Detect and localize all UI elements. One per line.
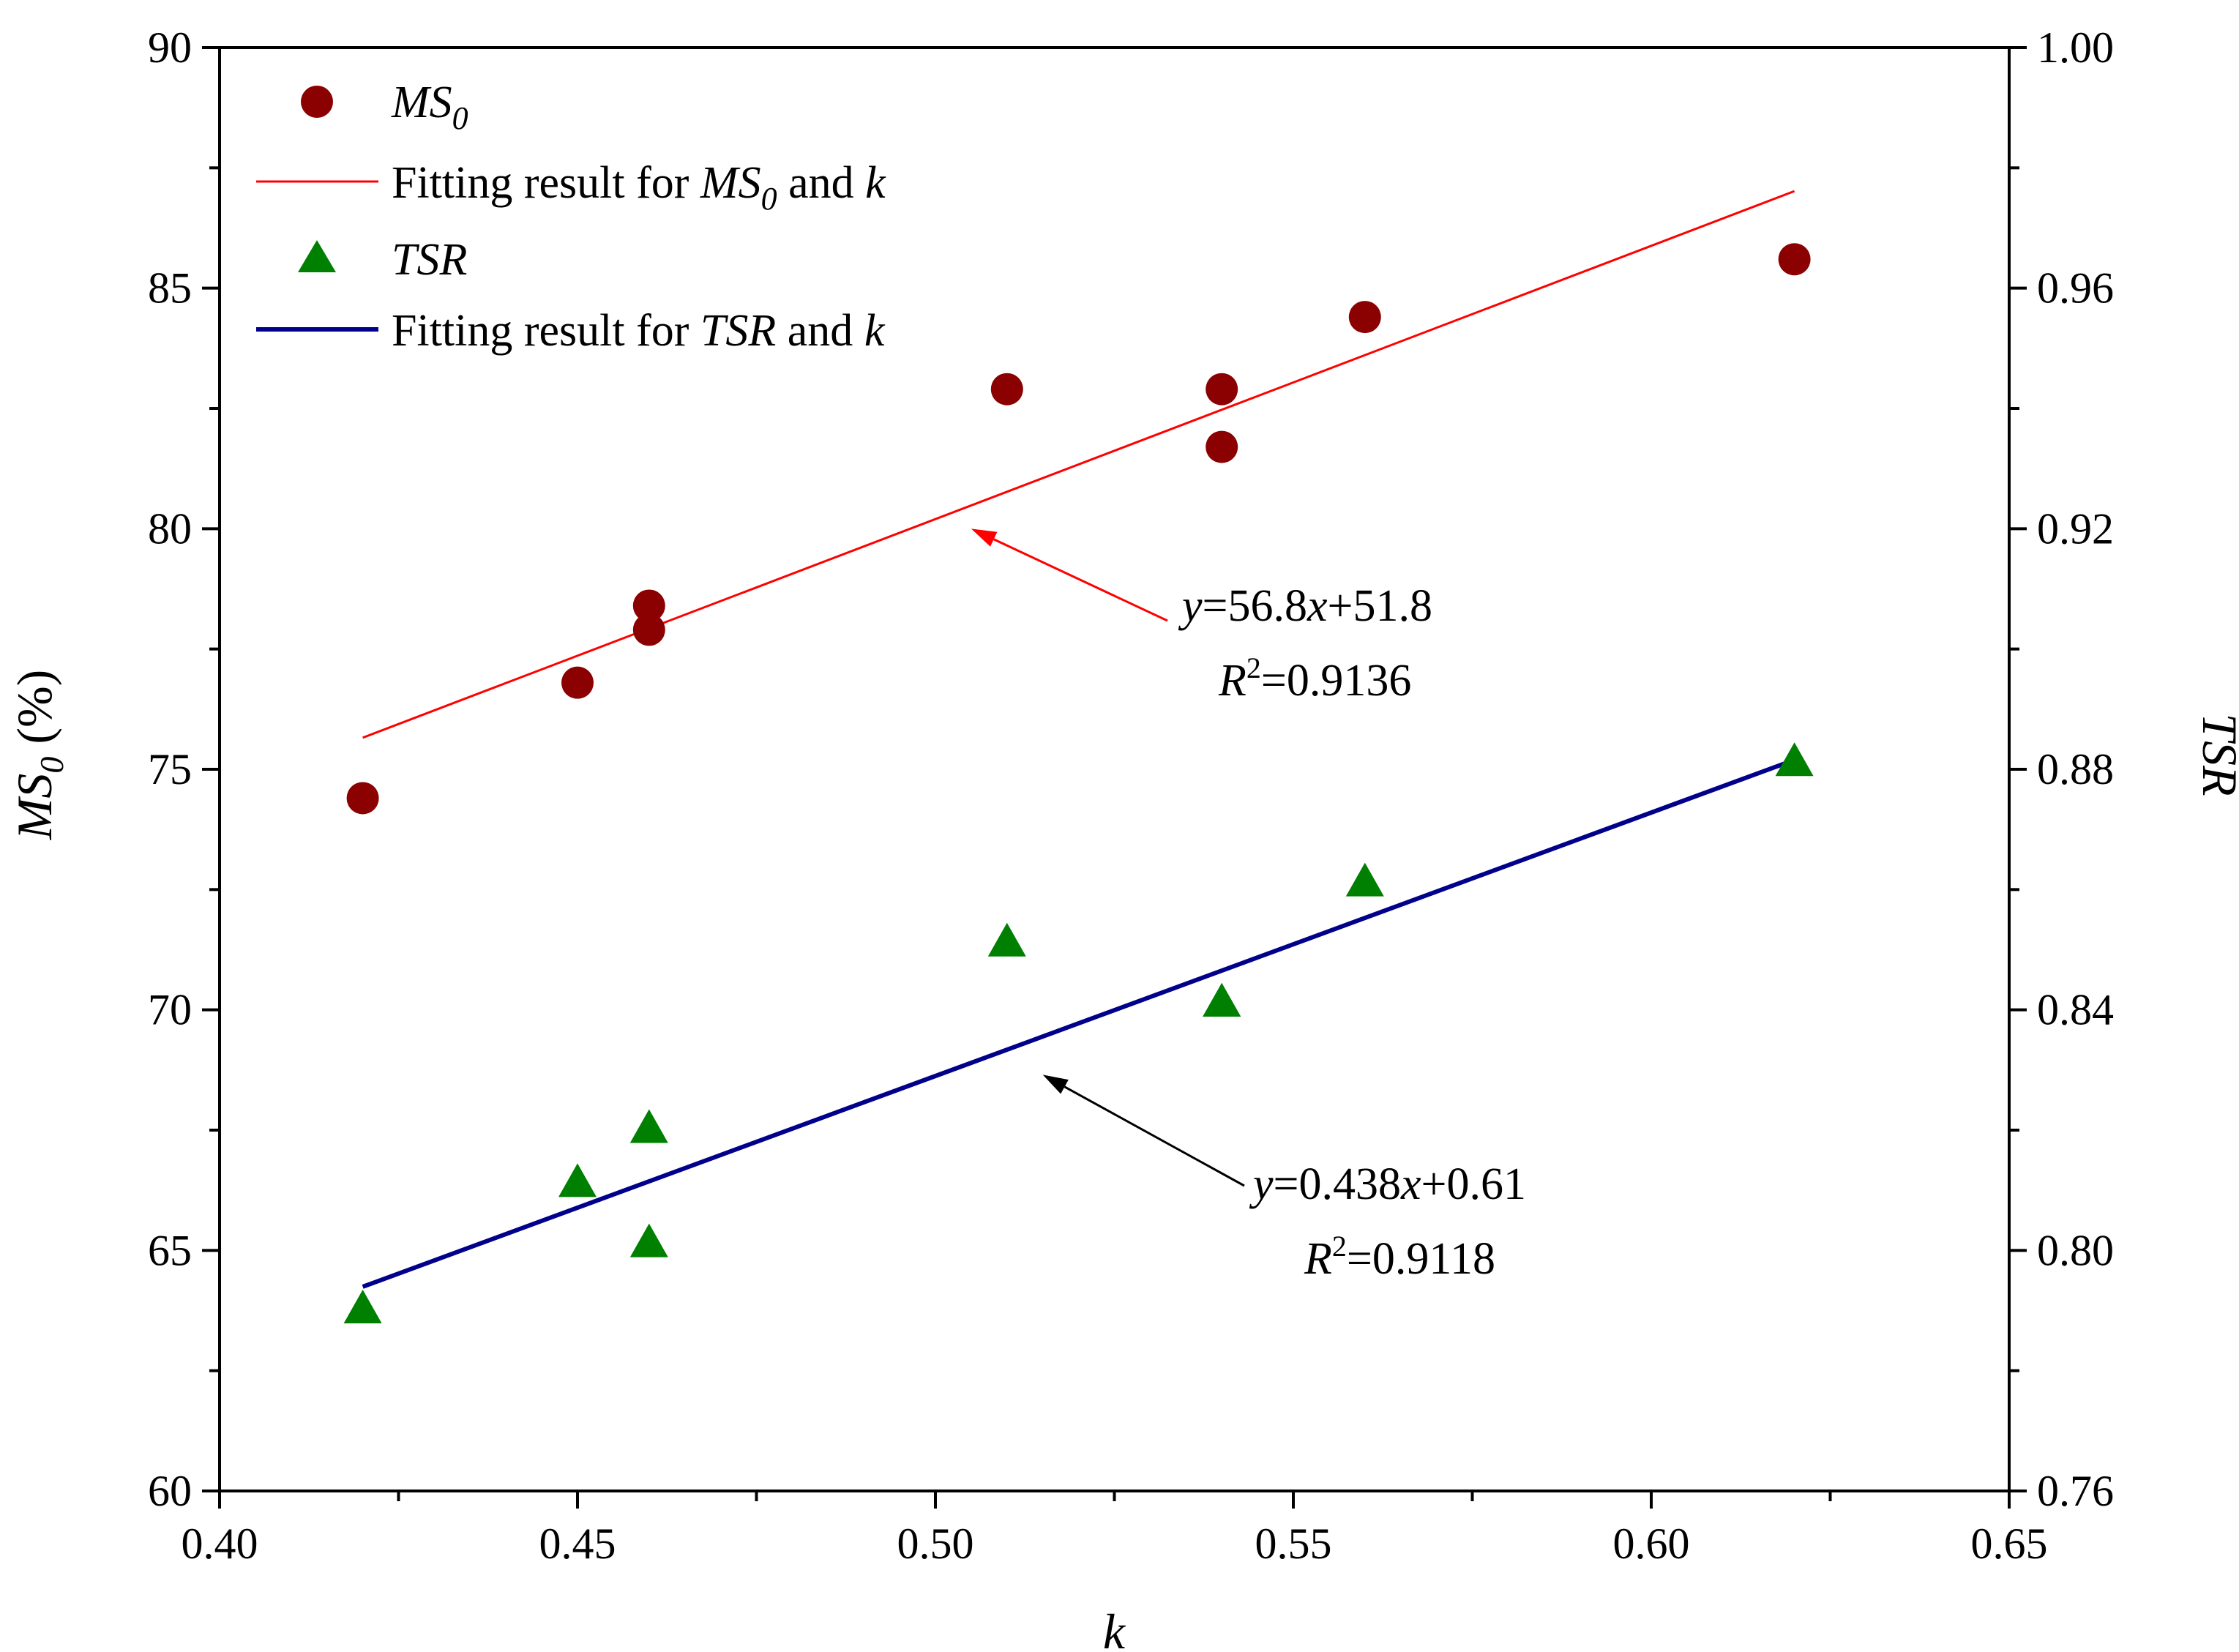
y-right-tick-label: 0.88 [2037, 745, 2114, 793]
legend-ms0-fit-label: Fitting result for MS0 and k [392, 158, 886, 217]
y-left-tick-label: 85 [148, 264, 192, 313]
tsr-data-point [987, 922, 1026, 957]
x-tick-label: 0.60 [1613, 1520, 1690, 1568]
ms0-data-point [1778, 243, 1811, 276]
ms0-data-point [632, 589, 665, 622]
y-right-tick-label: 0.84 [2037, 986, 2114, 1034]
ms0-annotation-arrowhead [971, 528, 998, 547]
plot-area-border [218, 46, 2011, 1492]
y-left-tick-label: 60 [148, 1467, 192, 1515]
tsr-annotation-arrowhead [1042, 1074, 1069, 1094]
y-left-tick-label: 90 [148, 23, 192, 72]
tsr-annotation-arrow [1064, 1085, 1245, 1187]
tsr-data-point [343, 1289, 382, 1323]
legend-tsr-marker [298, 240, 336, 272]
x-tick-label: 0.50 [897, 1520, 974, 1568]
ms0-data-point [1206, 373, 1238, 405]
y-right-tick-label: 0.76 [2037, 1467, 2114, 1515]
legend: MS0 Fitting result for MS0 and k TSR Fit… [256, 78, 886, 356]
tsr-data-point [629, 1223, 668, 1257]
y-right-tick-label: 0.92 [2037, 504, 2114, 553]
tsr-equation: y=0.438x+0.61 [1249, 1159, 1526, 1209]
ms0-data-point [990, 373, 1023, 405]
y-right-tick-label: 1.00 [2037, 23, 2114, 72]
y-left-tick-label: 65 [148, 1226, 192, 1274]
legend-ms0-label: MS0 [391, 78, 468, 136]
tsr-fit-line [362, 758, 1795, 1289]
legend-tsr-label: TSR [392, 235, 467, 285]
ms0-data-point [632, 613, 665, 646]
ms0-data-point [346, 782, 379, 815]
y-left-tick-label: 80 [148, 504, 192, 553]
x-tick-label: 0.45 [539, 1520, 616, 1568]
annotations: y=56.8x+51.8 R2=0.9136 y=0.438x+0.61 R2=… [971, 528, 1526, 1284]
plot-frame [218, 46, 2011, 1492]
y-right-axis-title: TSR [2192, 713, 2239, 796]
ticks-layer: 0.40 0.45 0.50 0.55 0.60 0.65 60 65 70 75 80 85 90 0.… [148, 23, 2114, 1568]
tsr-data-point [1775, 742, 1814, 777]
y-right-tick-label: 0.80 [2037, 1226, 2114, 1274]
ms0-r-squared: R2=0.9136 [1218, 651, 1411, 706]
ms0-fit-line [362, 190, 1795, 739]
x-tick-label: 0.40 [182, 1520, 258, 1568]
tsr-r-squared: R2=0.9118 [1304, 1230, 1495, 1284]
x-tick-label: 0.55 [1255, 1520, 1332, 1568]
tsr-data-point [629, 1109, 668, 1143]
y-left-tick-label: 75 [148, 745, 192, 793]
y-right-tick-label: 0.96 [2037, 264, 2114, 313]
tsr-data-point [558, 1163, 597, 1197]
ms0-equation: y=56.8x+51.8 [1178, 581, 1432, 631]
tsr-data-point [1203, 982, 1241, 1017]
y-left-axis-title: MS0 (%) [7, 670, 70, 841]
y-left-tick-label: 70 [148, 986, 192, 1034]
x-axis-title: k [1103, 1604, 1126, 1652]
ms0-data-point [1348, 301, 1381, 334]
x-tick-label: 0.65 [1971, 1520, 2048, 1568]
tsr-data-point [1345, 862, 1384, 897]
ms0-annotation-arrow [993, 538, 1168, 622]
legend-tsr-fit-label: Fitting result for TSR and k [392, 306, 886, 356]
data-points-layer [343, 243, 1814, 1323]
fit-lines-layer [362, 190, 1795, 1289]
ms0-data-point [561, 666, 594, 699]
legend-ms0-marker [301, 86, 333, 118]
ms0-data-point [1206, 430, 1238, 463]
